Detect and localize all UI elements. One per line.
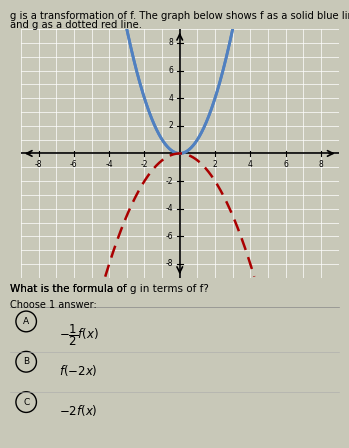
Text: -4: -4: [166, 204, 173, 213]
Text: C: C: [23, 397, 29, 407]
Text: -6: -6: [70, 159, 78, 168]
Text: What is the formula of: What is the formula of: [10, 284, 130, 294]
Text: 6: 6: [283, 159, 288, 168]
Text: 4: 4: [248, 159, 253, 168]
Text: B: B: [23, 357, 29, 366]
Text: g is a transformation of f. The graph below shows f as a solid blue line: g is a transformation of f. The graph be…: [10, 11, 349, 21]
Text: A: A: [23, 317, 29, 326]
Text: 8: 8: [319, 159, 323, 168]
Text: $-2f(x)$: $-2f(x)$: [59, 403, 98, 418]
Text: 4: 4: [169, 94, 173, 103]
Text: -2: -2: [166, 177, 173, 185]
Text: $-\dfrac{1}{2}f(x)$: $-\dfrac{1}{2}f(x)$: [59, 323, 99, 348]
Text: 2: 2: [169, 121, 173, 130]
Text: 2: 2: [213, 159, 217, 168]
Text: 8: 8: [169, 39, 173, 47]
Text: What is the formula of g in terms of f?: What is the formula of g in terms of f?: [10, 284, 209, 294]
Text: -4: -4: [105, 159, 113, 168]
Text: -8: -8: [166, 259, 173, 268]
Text: -8: -8: [35, 159, 42, 168]
Text: and g as a dotted red line.: and g as a dotted red line.: [10, 20, 142, 30]
Text: 6: 6: [169, 66, 173, 75]
Text: -2: -2: [141, 159, 148, 168]
Text: Choose 1 answer:: Choose 1 answer:: [10, 300, 97, 310]
Text: $f(-2x)$: $f(-2x)$: [59, 363, 98, 378]
Text: -6: -6: [166, 232, 173, 241]
